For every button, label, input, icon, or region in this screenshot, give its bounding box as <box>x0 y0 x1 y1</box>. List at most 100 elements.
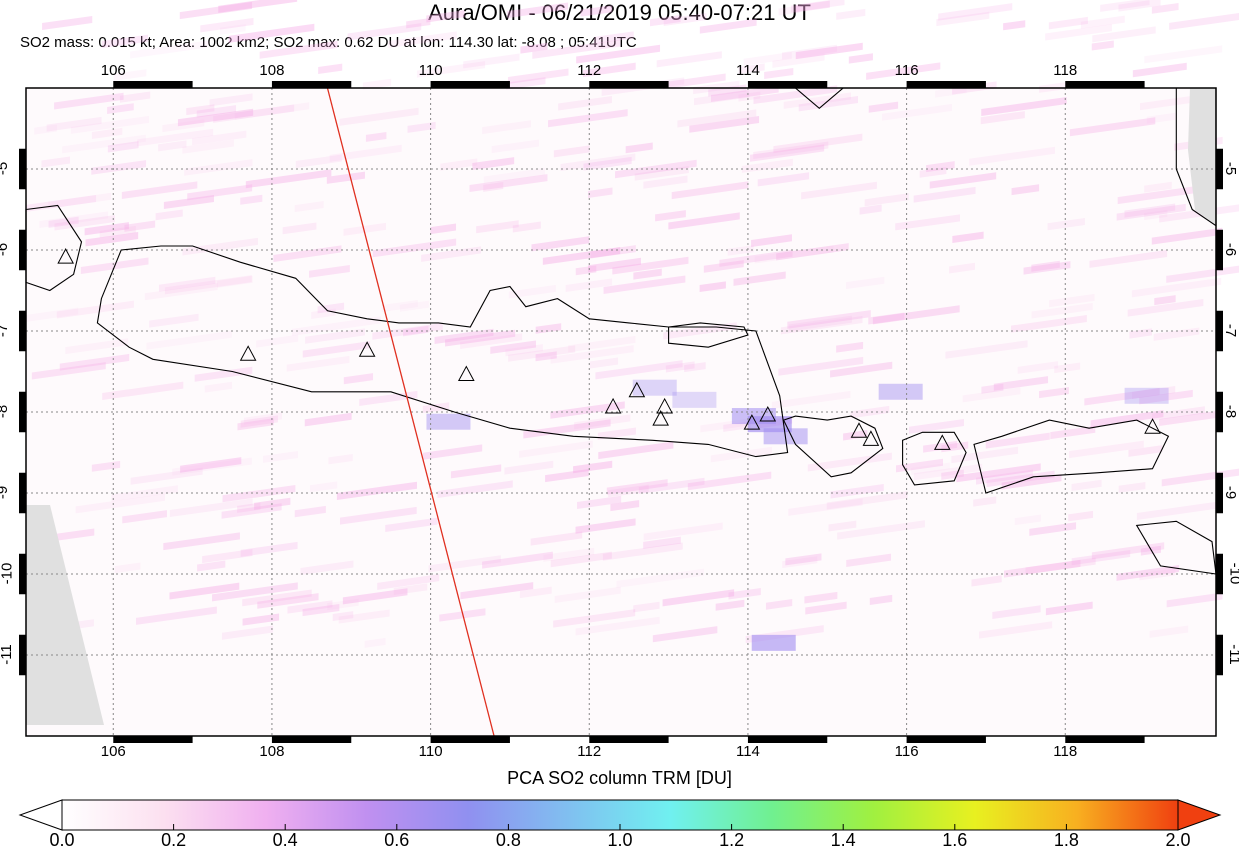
frame-bar-top <box>271 81 352 88</box>
so2-pixel <box>981 383 1004 394</box>
frame-bar-bottom <box>906 736 986 743</box>
so2-pixel <box>305 328 365 344</box>
so2-pixel <box>287 600 333 614</box>
so2-pixel <box>554 586 621 603</box>
so2-pixel <box>699 18 757 34</box>
frame-bar-top <box>113 81 193 88</box>
so2-pixel <box>339 107 419 126</box>
so2-pixel <box>1003 559 1081 578</box>
so2-pixel-high <box>426 413 471 430</box>
so2-pixel <box>187 184 253 201</box>
so2-pixel <box>703 260 744 273</box>
so2-pixel <box>1118 0 1161 12</box>
so2-pixel <box>107 103 134 114</box>
so2-pixel <box>741 158 793 173</box>
so2-pixel <box>482 120 531 135</box>
so2-pixel <box>951 446 1019 464</box>
lon-tick-label-bottom: 114 <box>735 743 760 760</box>
lon-tick-label-top: 112 <box>577 62 602 79</box>
lat-tick-label-right: -8 <box>1222 404 1239 419</box>
so2-stats-text: SO2 mass: 0.015 kt; Area: 1002 km2; SO2 … <box>20 34 637 51</box>
colorbar-label: 0.2 <box>161 830 187 850</box>
frame-bar-left <box>19 634 26 676</box>
so2-pixel <box>326 171 365 184</box>
volcano-marker-icon <box>652 410 670 426</box>
so2-pixel <box>949 262 976 274</box>
so2-pixel <box>908 419 964 434</box>
nodata-region <box>1188 88 1216 225</box>
so2-pixel <box>1071 549 1131 566</box>
so2-pixel <box>1071 479 1102 491</box>
lat-tick-label-left: -10 <box>0 562 16 585</box>
so2-pixel <box>715 599 745 611</box>
so2-pixel <box>1159 410 1223 427</box>
lon-tick-label-top: 108 <box>259 62 285 79</box>
so2-pixel <box>41 156 71 168</box>
colorbar-label: 1.6 <box>942 830 968 850</box>
lon-tick-label-bottom: 112 <box>577 743 602 760</box>
so2-pixel <box>606 479 668 495</box>
so2-pixel <box>519 586 552 599</box>
so2-pixel <box>1116 203 1186 221</box>
so2-pixel <box>689 115 760 133</box>
so2-pixel <box>342 588 408 605</box>
frame-bar-left <box>19 229 26 271</box>
so2-pixel <box>612 256 689 275</box>
so2-pixel <box>416 61 486 78</box>
so2-pixel <box>359 390 418 407</box>
so2-pixel <box>778 356 864 376</box>
so2-pixel <box>1045 24 1112 41</box>
so2-pixel <box>124 220 156 232</box>
so2-pixel <box>304 412 352 427</box>
volcano-marker-icon <box>239 345 257 361</box>
colorbar-label: 0.8 <box>495 830 521 850</box>
so2-pixel <box>1025 557 1096 575</box>
so2-pixel <box>385 517 438 532</box>
so2-pixel <box>257 593 319 609</box>
so2-pixel <box>776 243 849 261</box>
so2-pixel <box>542 247 621 265</box>
so2-pixel <box>1011 184 1040 196</box>
lat-tick-label-right: -10 <box>1226 562 1239 585</box>
lat-tick-label-right: -5 <box>1222 161 1239 176</box>
so2-pixel <box>671 181 749 200</box>
so2-pixel <box>1014 514 1042 526</box>
lon-tick-label-top: 110 <box>418 62 443 79</box>
so2-pixel <box>650 14 681 27</box>
so2-pixel-high <box>1124 387 1169 404</box>
so2-pixel <box>753 85 838 105</box>
so2-pixel <box>192 130 247 146</box>
so2-pixel <box>532 39 621 59</box>
so2-pixel <box>428 555 501 573</box>
so2-pixel <box>981 97 1067 117</box>
so2-pixel <box>343 373 374 385</box>
so2-pixel <box>787 310 871 329</box>
so2-pixel <box>1100 0 1150 12</box>
so2-pixel <box>119 91 151 103</box>
so2-pixel <box>788 498 863 516</box>
so2-pixel <box>317 302 345 314</box>
so2-pixel <box>186 104 215 116</box>
so2-pixel <box>843 430 868 441</box>
so2-pixel <box>582 62 636 78</box>
so2-pixel <box>662 73 726 90</box>
so2-pixel <box>437 480 513 499</box>
so2-pixel <box>377 574 440 590</box>
colorbar-label: 0.6 <box>384 830 410 850</box>
so2-pixel <box>589 357 619 369</box>
volcano-marker-icon <box>759 405 777 422</box>
so2-pixel <box>743 51 792 66</box>
so2-pixel <box>212 582 298 602</box>
so2-pixel <box>295 154 342 168</box>
so2-pixel <box>338 609 390 624</box>
madura-coastline <box>668 322 749 348</box>
so2-pixel <box>790 0 845 13</box>
so2-pixel <box>836 341 864 353</box>
so2-pixel <box>1166 263 1239 283</box>
frame-bar-bottom <box>747 736 828 743</box>
so2-pixel <box>1068 510 1094 522</box>
frame-bar-top <box>747 81 828 88</box>
so2-pixel <box>445 329 516 347</box>
so2-pixel <box>757 172 810 187</box>
so2-pixel <box>242 589 312 607</box>
